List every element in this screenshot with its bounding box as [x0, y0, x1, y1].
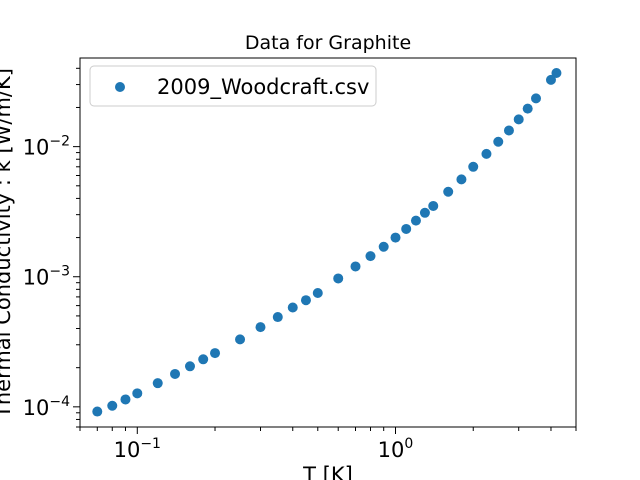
x-tick-label: 100 — [378, 436, 414, 462]
data-point — [545, 74, 556, 85]
data-point — [410, 215, 421, 226]
axis-ticks: 10−1 100 10−4 10−3 10−2 — [23, 67, 577, 462]
data-point — [170, 368, 181, 379]
x-axis-label: T [K] — [302, 463, 353, 480]
y-tick-label: 10−4 — [23, 394, 70, 420]
y-axis-label: Thermal Conductivity : k [W/m/K] — [0, 68, 15, 419]
data-point — [513, 114, 524, 125]
data-point — [272, 312, 283, 323]
data-point — [551, 68, 562, 79]
data-point — [235, 334, 246, 345]
data-point — [300, 295, 311, 306]
data-point — [184, 361, 195, 372]
legend-marker — [115, 82, 125, 92]
data-point — [120, 394, 131, 405]
data-point — [92, 406, 103, 417]
legend: 2009_Woodcraft.csv — [89, 65, 377, 107]
legend-box — [89, 65, 377, 107]
data-point — [210, 348, 221, 359]
data-point — [390, 232, 401, 243]
data-point — [333, 273, 344, 284]
data-point — [419, 207, 430, 218]
data-point — [365, 251, 376, 262]
data-point — [443, 186, 454, 197]
data-point — [107, 400, 118, 411]
data-point — [428, 200, 439, 211]
data-point — [152, 378, 163, 389]
data-point — [255, 322, 266, 333]
data-point — [503, 125, 514, 136]
data-point — [481, 148, 492, 159]
data-point — [468, 161, 479, 172]
data-point — [287, 302, 298, 313]
x-tick-label: 10−1 — [114, 436, 161, 462]
data-points — [92, 68, 562, 417]
data-point — [350, 261, 361, 272]
data-point — [312, 287, 323, 298]
data-point — [531, 93, 542, 104]
data-point — [132, 388, 143, 399]
legend-label: 2009_Woodcraft.csv — [157, 75, 369, 100]
y-tick-label: 10−3 — [23, 264, 70, 290]
data-point — [378, 241, 389, 252]
y-tick-label: 10−2 — [23, 134, 70, 160]
data-point — [522, 103, 533, 114]
data-point — [401, 223, 412, 234]
data-point — [456, 174, 467, 185]
chart-title: Data for Graphite — [245, 32, 411, 54]
data-point — [198, 354, 209, 365]
data-point — [493, 136, 504, 147]
plot-frame — [79, 57, 577, 428]
